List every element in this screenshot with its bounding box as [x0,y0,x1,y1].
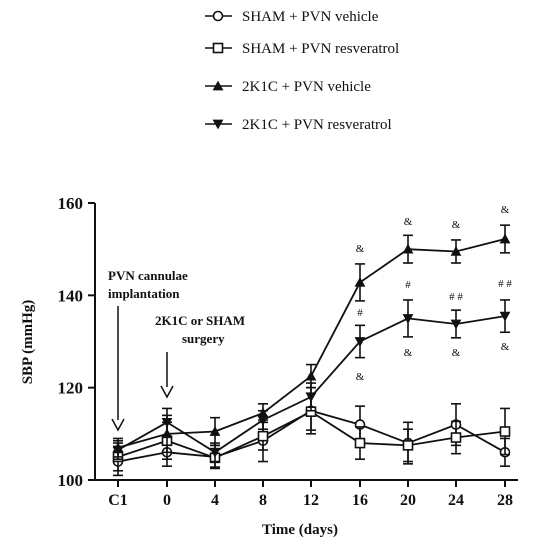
marker-square [402,440,414,451]
marker-triangle-up [305,370,317,381]
legend-label: SHAM + PVN resveratrol [242,41,399,57]
axes [94,203,518,481]
marker-square [212,42,224,54]
legend-label: SHAM + PVN vehicle [242,9,379,25]
x-tick-label: 12 [303,492,319,509]
plot-area [112,224,511,477]
amp-mark-28-lower: & [501,341,510,353]
legend-label: 2K1C + PVN resveratrol [242,117,392,133]
marker-triangle-down [354,337,366,347]
y-tick-label: 120 [58,379,84,398]
marker-triangle-up [402,243,414,254]
marker-square [499,426,511,437]
amp-mark-20-upper: & [404,216,413,228]
marker-square [450,432,462,443]
marker-triangle-down [499,311,511,322]
x-tick-label: 24 [448,492,464,509]
marker-triangle-up [212,80,224,91]
x-tick-label: 28 [497,492,513,509]
arrow1-head [111,418,125,432]
legend-item: SHAM + PVN resveratrol [205,41,399,57]
marker-circle [212,10,224,22]
y-tick-label: 100 [58,471,84,490]
hash-mark-16: # [357,307,363,319]
arrow2-text-line1: 2K1C or SHAM [155,313,245,328]
marker-square [257,430,269,442]
legend-item: SHAM + PVN vehicle [205,9,379,25]
arrow-annotation-cannulae: PVN cannulae implantation [108,268,188,432]
marker-triangle-down [112,445,124,456]
amp-mark-24-lower: & [452,347,461,359]
marker-triangle-down [212,119,224,130]
x-tick-label: 8 [259,492,267,509]
y-tick-label: 160 [58,194,84,213]
marker-triangle-down [257,415,269,426]
marker-square [354,437,366,449]
legend: SHAM + PVN vehicle SHAM + PVN resveratrol… [205,9,399,133]
amp-mark-20-lower: & [404,347,413,359]
hash2-mark-24: # # [449,291,463,303]
marker-triangle-down [450,319,462,330]
x-tick-label: 20 [400,492,416,509]
marker-triangle-down [305,392,317,403]
hash-mark-20: # [405,279,411,291]
marker-triangle-up [209,426,221,436]
marker-triangle-down [402,314,414,324]
hash2-mark-28: # # [498,278,512,290]
amp-mark-28-upper: & [501,204,510,216]
series-4 [112,299,511,463]
legend-item: 2K1C + PVN resveratrol [205,117,392,133]
significance-marks: & # & & # & & # # & & # # & [356,204,513,383]
x-tick-label: 0 [163,492,171,509]
x-axis-label: Time (days) [262,522,338,538]
x-tick-label: C1 [108,492,128,509]
amp-mark-16-lower: & [356,371,365,383]
marker-triangle-up [354,277,366,287]
marker-triangle-up [499,233,511,244]
amp-mark-16-upper: & [356,243,365,255]
y-axis-label: SBP (mmHg) [20,300,36,385]
marker-triangle-up [450,246,462,256]
arrow2-head [160,385,174,399]
y-tick-label: 140 [58,286,84,305]
x-tick-label: 4 [211,492,219,509]
legend-item: 2K1C + PVN vehicle [205,79,371,95]
legend-label: 2K1C + PVN vehicle [242,79,371,95]
y-ticks: 100 120 140 160 [58,194,95,490]
x-tick-label: 16 [352,492,368,509]
x-ticks: C1 0 4 8 12 16 20 24 28 [108,480,513,509]
arrow1-text-line1: PVN cannulae [108,268,188,283]
marker-triangle-down [161,417,173,428]
marker-triangle-down [209,447,221,458]
amp-mark-24-upper: & [452,219,461,231]
arrow-annotation-surgery: 2K1C or SHAM surgery [155,313,245,399]
arrow1-text-line2: implantation [108,286,180,301]
arrow2-text-line2: surgery [182,331,225,346]
